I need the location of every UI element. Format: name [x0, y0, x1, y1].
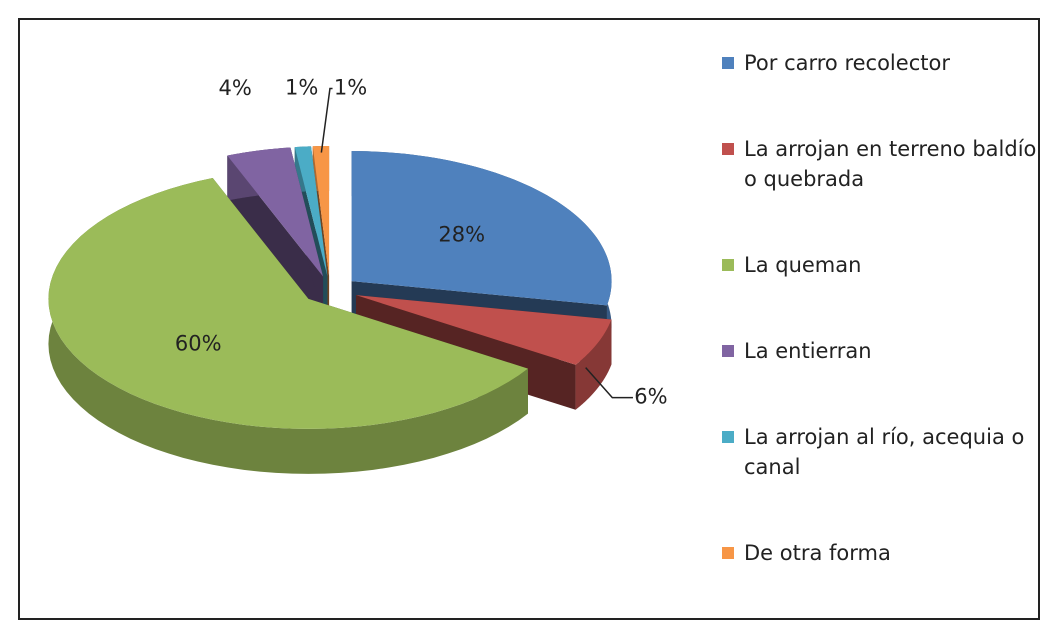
- legend-item: La arrojan en terreno baldío o quebrada: [722, 134, 1052, 194]
- data-label: 1%: [334, 76, 367, 100]
- legend-label: La arrojan en terreno baldío o quebrada: [744, 137, 1037, 191]
- slice-top: [294, 146, 328, 277]
- data-label: 6%: [634, 385, 667, 409]
- legend-item: La queman: [722, 250, 1052, 280]
- legend-swatch: [722, 431, 734, 443]
- legend-label: Por carro recolector: [744, 51, 950, 75]
- legend-item: La arrojan al río, acequia o canal: [722, 422, 1052, 482]
- legend: Por carro recolector La arrojan en terren…: [722, 48, 1052, 568]
- slice-top: [356, 295, 612, 365]
- slice-wall: [227, 155, 324, 322]
- legend-label: La arrojan al río, acequia o canal: [744, 425, 1025, 479]
- legend-label: De otra forma: [744, 541, 891, 565]
- legend-swatch: [722, 57, 734, 69]
- data-label: 4%: [218, 76, 251, 100]
- slice-top: [227, 147, 324, 277]
- legend-label: La entierran: [744, 339, 872, 363]
- chart-frame: [18, 18, 1040, 620]
- leader-line: [320, 87, 333, 153]
- slice-top: [312, 146, 330, 277]
- legend-swatch: [722, 143, 734, 155]
- legend-item: Por carro recolector: [722, 48, 1052, 78]
- pie-slice: [227, 147, 324, 322]
- legend-item: La entierran: [722, 336, 1052, 366]
- pie-slice: [48, 178, 528, 474]
- leader-line: [585, 367, 633, 399]
- slice-top: [48, 178, 528, 429]
- data-label: 1%: [285, 76, 318, 100]
- slice-top: [351, 151, 612, 306]
- legend-swatch: [722, 259, 734, 271]
- legend-swatch: [722, 345, 734, 357]
- data-label: 28%: [438, 223, 485, 247]
- legend-item: De otra forma: [722, 538, 1052, 568]
- slice-side: [575, 319, 612, 410]
- legend-swatch: [722, 547, 734, 559]
- data-label: 60%: [175, 331, 222, 355]
- legend-label: La queman: [744, 253, 862, 277]
